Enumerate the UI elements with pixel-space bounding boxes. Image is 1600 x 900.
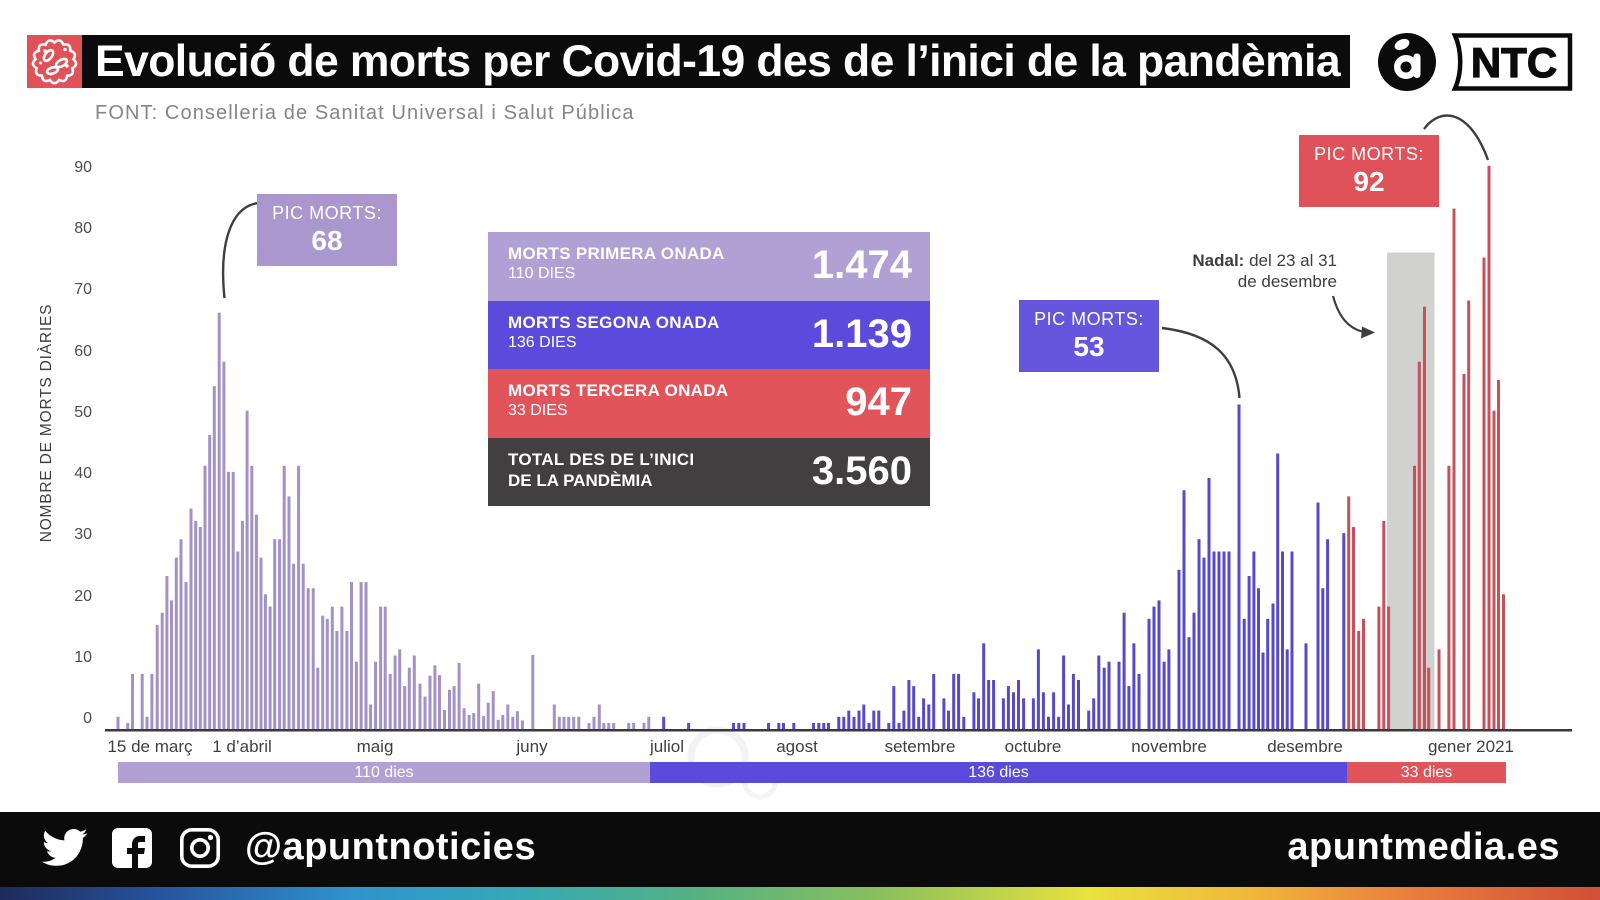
svg-text:NTC: NTC — [1471, 39, 1557, 86]
